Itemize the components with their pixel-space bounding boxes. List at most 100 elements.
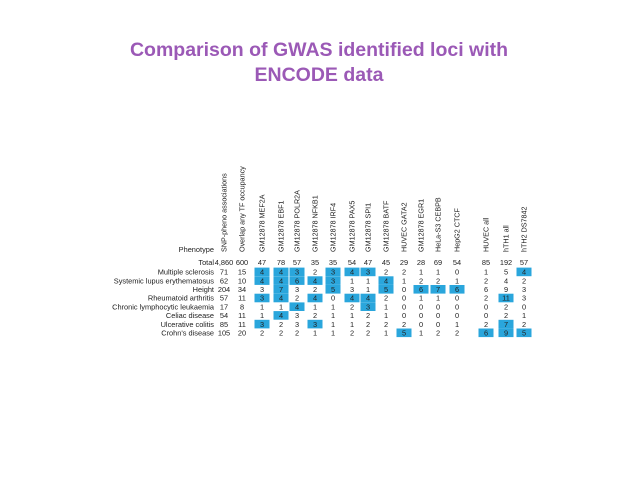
- table-cell: 9: [504, 285, 508, 294]
- table-cell: 5: [504, 268, 508, 277]
- table-cell: 5: [384, 285, 388, 294]
- table-cell: 1: [260, 311, 264, 320]
- table-cell: 1: [350, 311, 354, 320]
- highlight-cell: [344, 267, 360, 277]
- table-cell: 54: [220, 311, 228, 320]
- table-cell: 105: [218, 329, 230, 338]
- row-label: Height: [193, 285, 214, 294]
- table-cell: 6: [295, 276, 299, 285]
- table-cell: 0: [402, 311, 406, 320]
- table-cell: 2: [402, 320, 406, 329]
- total-cell: 35: [329, 258, 337, 267]
- table-cell: 4: [313, 294, 317, 303]
- highlight-cell: [307, 319, 323, 329]
- table-cell: 1: [366, 285, 370, 294]
- highlight-cell: [430, 285, 446, 294]
- highlight-cell: [273, 267, 289, 277]
- highlight-cell: [325, 267, 341, 277]
- column-header: GM12878 POLR2A: [293, 190, 302, 252]
- table-cell: 4: [279, 276, 283, 285]
- table-cell: 3: [366, 268, 370, 277]
- table-cell: 1: [279, 302, 283, 311]
- table-cell: 11: [238, 294, 246, 303]
- column-header: HepG2 CTCF: [453, 207, 462, 252]
- table-cell: 8: [240, 302, 244, 311]
- column-header: GM12878 EBF1: [277, 200, 286, 252]
- column-header: hTH1 all: [502, 225, 511, 252]
- table-cell: 0: [455, 268, 459, 277]
- column-header: GM12878 BATF: [382, 200, 391, 252]
- highlight-cell: [325, 276, 341, 285]
- table-cell: 1: [384, 329, 388, 338]
- table-cell: 2: [504, 311, 508, 320]
- column-header: SNP-pheno associations: [220, 173, 229, 252]
- highlight-cell: [396, 328, 412, 338]
- highlight-cell: [360, 302, 376, 311]
- slide-title-line-2: ENCODE data: [254, 64, 384, 86]
- table-cell: 3: [350, 285, 354, 294]
- table-cell: 0: [436, 302, 440, 311]
- highlight-cell: [254, 293, 270, 303]
- table-cell: 2: [484, 320, 488, 329]
- slide-title: Comparison of GWAS identified loci with …: [0, 38, 638, 88]
- table-cell: 0: [419, 320, 423, 329]
- table-cell: 1: [331, 302, 335, 311]
- table-cell: 11: [502, 294, 510, 303]
- total-cell: 45: [382, 258, 390, 267]
- table-cell: 2: [436, 329, 440, 338]
- table-cell: 11: [238, 320, 246, 329]
- highlight-cell: [378, 285, 394, 294]
- highlight-cell: [498, 319, 514, 329]
- highlight-cell: [498, 328, 514, 338]
- table-cell: 6: [419, 285, 423, 294]
- table-cell: 3: [313, 320, 317, 329]
- table-cell: 1: [436, 294, 440, 303]
- table-cell: 6: [484, 285, 488, 294]
- highlight-cell: [273, 311, 289, 320]
- highlight-cell: [254, 267, 270, 277]
- total-cell: 600: [236, 258, 248, 267]
- table-cell: 4: [295, 302, 299, 311]
- table-cell: 2: [504, 302, 508, 311]
- table-cell: 1: [331, 311, 335, 320]
- table-cell: 2: [295, 329, 299, 338]
- highlight-cell: [413, 285, 429, 294]
- table-cell: 0: [455, 302, 459, 311]
- table-cell: 2: [279, 320, 283, 329]
- table-cell: 1: [455, 276, 459, 285]
- column-header: GM12878 SPI1: [364, 203, 373, 252]
- table-cell: 3: [522, 285, 526, 294]
- table-cell: 1: [484, 268, 488, 277]
- column-header: Overlap any TF occupancy: [238, 166, 247, 252]
- table-cell: 7: [504, 320, 508, 329]
- total-cell: 192: [500, 258, 512, 267]
- highlight-cell: [273, 276, 289, 285]
- table-cell: 6: [455, 285, 459, 294]
- total-label: Total: [198, 258, 214, 267]
- table-cell: 2: [279, 329, 283, 338]
- column-header: HeLa-S3 CEBPB: [434, 197, 443, 252]
- highlight-cell: [360, 267, 376, 277]
- table-cell: 4: [366, 294, 370, 303]
- table-cell: 4: [313, 276, 317, 285]
- table-cell: 2: [522, 320, 526, 329]
- column-header: GM12878 EGR1: [417, 199, 426, 252]
- table-cell: 3: [295, 320, 299, 329]
- table-cell: 10: [238, 276, 246, 285]
- highlight-cell: [498, 293, 514, 303]
- total-cell: 57: [520, 258, 528, 267]
- column-header: HUVEC all: [482, 217, 491, 252]
- table-cell: 2: [366, 311, 370, 320]
- table-cell: 34: [238, 285, 246, 294]
- total-cell: 54: [348, 258, 356, 267]
- total-cell: 35: [311, 258, 319, 267]
- table-cell: 4: [279, 268, 283, 277]
- table-cell: 0: [484, 302, 488, 311]
- total-cell: 47: [364, 258, 372, 267]
- total-cell: 47: [258, 258, 266, 267]
- table-cell: 1: [331, 320, 335, 329]
- table-cell: 3: [260, 285, 264, 294]
- table-cell: 0: [522, 302, 526, 311]
- highlight-cell: [273, 293, 289, 303]
